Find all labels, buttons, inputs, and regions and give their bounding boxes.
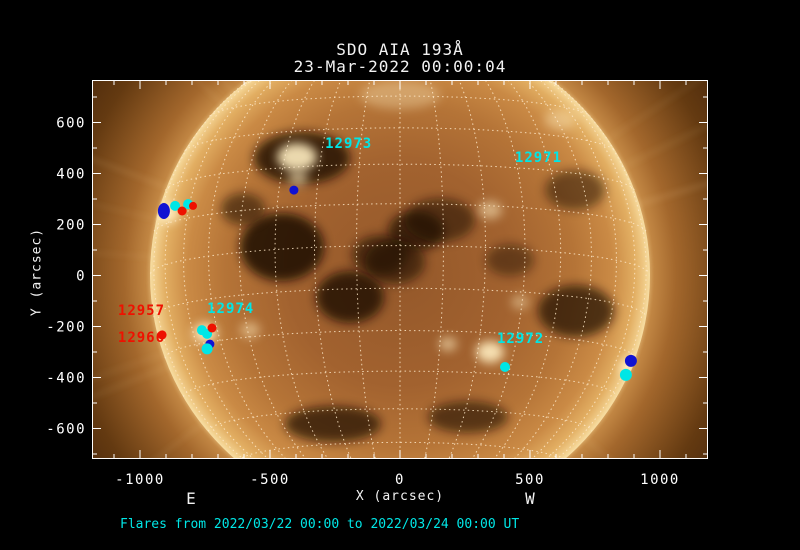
coronal-hole — [405, 198, 475, 242]
plot-frame — [92, 80, 708, 459]
coronal-hole — [538, 285, 614, 337]
flare-markers — [157, 185, 637, 381]
coronal-hole — [428, 401, 508, 433]
coronal-hole — [545, 170, 605, 210]
corona-ray — [347, 0, 369, 42]
corona-ray — [92, 202, 167, 223]
corona-ray — [576, 430, 613, 459]
grid-parallel — [149, 245, 651, 274]
flare-marker-cyan — [170, 200, 181, 211]
corona-ray — [628, 180, 708, 210]
grid-parallel — [208, 408, 592, 432]
corona-ray — [530, 0, 642, 77]
x-tick-label: 1000 — [640, 472, 680, 488]
corona-ray — [598, 80, 703, 147]
active-region-bright-patch — [439, 337, 457, 351]
y-tick-label: 0 — [76, 269, 86, 285]
grid-parallel — [153, 287, 647, 318]
active-region-bright-patch — [277, 143, 317, 171]
x-tick-label: 0 — [395, 472, 405, 488]
coronal-hole — [365, 240, 425, 284]
grid-parallel — [320, 36, 480, 42]
x-tick-label: -1000 — [115, 472, 165, 488]
grid-parallel — [239, 441, 561, 459]
corona-ray — [351, 0, 377, 41]
active-region-label: 12974 — [207, 301, 254, 317]
grid-parallel — [183, 370, 617, 397]
grid-meridian — [153, 80, 250, 459]
corona-ray — [92, 348, 174, 381]
active-region-bright-patch — [511, 295, 529, 309]
coronal-hole — [316, 271, 384, 323]
active-region-bright-patch — [240, 322, 260, 338]
flare-marker-red — [177, 206, 187, 216]
coronal-hole — [240, 213, 324, 281]
corona-ray — [515, 0, 618, 69]
corona-ray — [92, 157, 177, 193]
solar-disk-layer — [150, 80, 650, 459]
solar-limb — [149, 80, 651, 459]
grid-parallel — [153, 203, 647, 232]
flare-marker-red — [157, 330, 167, 340]
axes-frame — [92, 80, 708, 459]
y-tick-label: 200 — [56, 218, 86, 234]
corona-ray — [324, 506, 358, 550]
corona-ray — [545, 462, 645, 550]
coronal-hole — [486, 244, 534, 276]
grid-parallel — [209, 95, 591, 117]
active-region-bright-patch — [544, 110, 576, 130]
active-region-label: 12972 — [497, 331, 544, 347]
active-region-bright-patch — [288, 170, 308, 186]
active-region-label: 12966 — [118, 330, 165, 346]
flare-marker-cyan — [619, 368, 632, 381]
active-region-bright-patch — [476, 341, 504, 363]
flare-marker-blue — [157, 203, 170, 219]
flare-marker-cyan — [500, 362, 510, 372]
flare-marker-blue — [624, 354, 637, 367]
flare-marker-blue — [289, 185, 299, 195]
grid-parallel — [184, 127, 616, 152]
grid-parallel — [357, 509, 444, 514]
y-tick-label: -200 — [46, 320, 86, 336]
tick-labels: -1000 -500 0 500 1000 -600 -400 -200 0 200 400 600 — [46, 116, 680, 489]
flare-marker-red — [189, 201, 197, 210]
active-region-label: 12957 — [118, 303, 165, 319]
corona-ray — [153, 417, 211, 459]
flare-marker-red — [207, 323, 217, 333]
corona-ray — [613, 122, 708, 173]
corona-ray — [430, 508, 470, 550]
coronal-hole — [221, 193, 265, 225]
corona-ray — [92, 251, 161, 260]
active-region-label: 12973 — [325, 136, 372, 152]
y-tick-label: -600 — [46, 422, 86, 438]
y-tick-label: 600 — [56, 116, 86, 132]
corona-ray — [92, 360, 179, 400]
grid-parallel — [279, 50, 520, 61]
coronal-hole — [285, 406, 381, 442]
x-tick-label: 500 — [515, 472, 545, 488]
x-tick-label: -500 — [250, 472, 290, 488]
corona-ray — [461, 0, 508, 48]
corona-ray — [153, 0, 290, 66]
flare-marker-cyan — [201, 343, 213, 355]
active-region-label: 12971 — [515, 150, 562, 166]
y-tick-label: 400 — [56, 167, 86, 183]
active-region-bright-patch — [478, 201, 502, 219]
grid-parallel — [369, 30, 430, 32]
grid-parallel — [164, 329, 636, 359]
active-region-labels: 12973 12971 12974 12972 12957 12966 — [118, 136, 562, 347]
grid-parallel — [315, 494, 486, 504]
y-tick-label: -400 — [46, 371, 86, 387]
grid-parallel — [164, 163, 636, 191]
heliographic-grid — [149, 30, 651, 514]
